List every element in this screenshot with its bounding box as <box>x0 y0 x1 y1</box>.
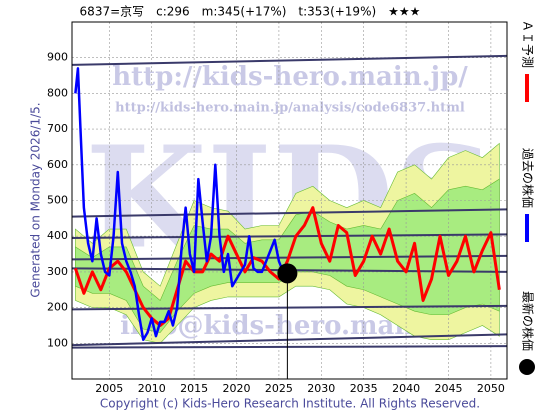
x-tick-label: 2005 <box>95 382 123 395</box>
x-tick-label: 2030 <box>307 382 335 395</box>
x-tick-label: 2040 <box>392 382 420 395</box>
copyright: Copyright (c) Kids-Hero Research Institu… <box>100 397 480 411</box>
series-line <box>74 67 285 341</box>
x-tick-label: 2035 <box>350 382 378 395</box>
y-tick-label: 400 <box>47 229 68 242</box>
series-line <box>73 206 501 327</box>
x-tick-label: 2045 <box>434 382 462 395</box>
x-tick-label: 2015 <box>180 382 208 395</box>
y-tick-label: 600 <box>47 158 68 171</box>
generated-note: Generated on Monday 2026/1/5. <box>29 102 43 297</box>
y-tick-label: 500 <box>47 194 68 207</box>
y-tick-label: 800 <box>47 86 68 99</box>
x-tick-label: 2050 <box>477 382 505 395</box>
trend-line <box>72 208 507 218</box>
legend-swatch <box>519 359 535 375</box>
forecast-band <box>75 178 500 333</box>
x-tick-label: 2025 <box>265 382 293 395</box>
y-tick-label: 100 <box>47 336 68 349</box>
legend-label: 過去の株価 <box>521 148 536 208</box>
y-tick-label: 300 <box>47 265 68 278</box>
trend-line <box>72 333 507 347</box>
watermark: http://kids-hero.main.jp/ <box>112 62 468 92</box>
y-tick-label: 200 <box>47 301 68 314</box>
chart-title: 6837=京写 c:296 m:345(+17%) t:353(+19%) ★★… <box>80 5 421 19</box>
plot-frame <box>71 21 508 380</box>
x-tick-label: 2020 <box>223 382 251 395</box>
x-tick-label: 2010 <box>138 382 166 395</box>
trend-line <box>72 345 507 349</box>
legend-label: ＡＩ予測 <box>521 20 535 68</box>
trend-line <box>72 54 507 66</box>
legend-label: 最新の株価 <box>521 291 536 351</box>
latest-point <box>277 263 298 284</box>
y-tick-label: 700 <box>47 122 68 135</box>
watermark: http://kids-hero.main.jp/analysis/code68… <box>115 101 465 116</box>
trend-line <box>72 233 507 239</box>
y-tick-label: 900 <box>47 51 68 64</box>
